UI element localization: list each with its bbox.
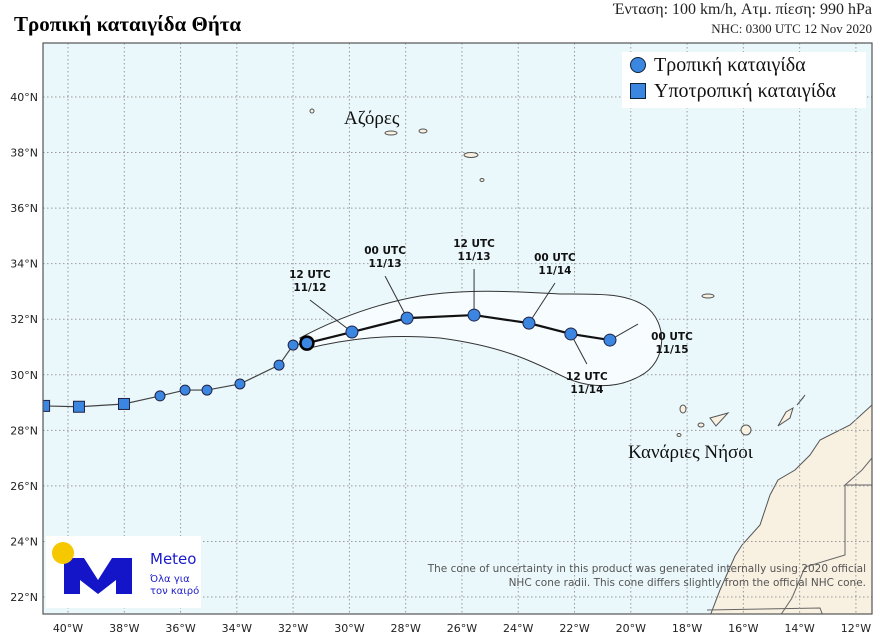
x-tick-label: 38°W — [109, 622, 139, 635]
place-label-canary-islands: Κανάριες Νήσοι — [628, 442, 754, 463]
forecast-date-label: 11/14 — [538, 265, 571, 277]
legend-label: Τροπική καταιγίδα — [654, 53, 806, 76]
legend-label: Υποτροπική καταιγίδα — [654, 79, 836, 102]
intensity-info: Ένταση: 100 km/h, Ατμ. πίεση: 990 hPa — [613, 1, 872, 18]
tropical-position-marker — [234, 378, 246, 390]
place-label-azores: Αζόρες — [344, 108, 400, 129]
forecast-date-label: 11/13 — [369, 258, 402, 270]
country-borders — [706, 457, 872, 614]
x-tick-label: 32°W — [278, 622, 308, 635]
legend: Τροπική καταιγίδα Υποτροπική καταιγίδα — [622, 52, 866, 108]
tropical-position-marker — [179, 384, 191, 396]
forecast-leader-line — [309, 299, 353, 333]
x-tick-label: 18°W — [672, 622, 702, 635]
x-tick-label: 14°W — [784, 622, 814, 635]
y-tick-label: 22°N — [10, 591, 38, 604]
y-tick-label: 34°N — [10, 258, 38, 271]
forecast-date-label: 11/13 — [458, 251, 491, 263]
logo-tagline: Όλα για τον καιρό — [150, 574, 199, 598]
past-track-line — [44, 342, 307, 408]
square-marker-icon — [630, 83, 646, 99]
forecast-position-marker — [467, 308, 481, 322]
x-tick-label: 34°W — [222, 622, 252, 635]
tropical-position-marker — [287, 339, 299, 351]
forecast-time-label: 00 UTC — [364, 245, 406, 257]
x-tick-label: 28°W — [390, 622, 420, 635]
axis-ticks: 40°W 38°W 36°W 34°W 32°W 30°W 28°W 26°W 24°W 22°W… — [10, 91, 871, 635]
legend-item-tropical: Τροπική καταιγίδα — [622, 52, 866, 78]
islands — [309, 108, 806, 437]
y-tick-label: 40°N — [10, 91, 38, 104]
forecast-leader-line — [528, 282, 556, 324]
y-tick-label: 30°N — [10, 369, 38, 382]
x-tick-label: 40°W — [53, 622, 83, 635]
x-tick-label: 30°W — [334, 622, 364, 635]
tropical-position-marker — [201, 384, 213, 396]
circle-marker-icon — [630, 57, 646, 73]
current-position-marker — [299, 335, 315, 351]
tropical-position-marker — [273, 359, 285, 371]
forecast-leader-line — [384, 275, 408, 319]
y-tick-label: 26°N — [10, 480, 38, 493]
forecast-date-label: 11/15 — [655, 344, 688, 356]
x-tick-label: 26°W — [447, 622, 477, 635]
y-tick-label: 24°N — [10, 535, 38, 548]
y-tick-label: 36°N — [10, 202, 38, 215]
track — [43, 269, 639, 413]
meteo-logo: Meteo Όλα για τον καιρό — [46, 536, 201, 608]
forecast-time-label: 12 UTC — [289, 269, 331, 281]
x-tick-label: 24°W — [503, 622, 533, 635]
tropical-position-marker — [154, 390, 166, 402]
forecast-position-marker — [522, 316, 536, 330]
subtropical-position-marker — [117, 397, 130, 410]
page-title: Τροπική καταιγίδα Θήτα — [14, 12, 242, 36]
logo-mark-icon — [52, 542, 132, 594]
africa-land — [710, 404, 872, 614]
cone-disclaimer: The cone of uncertainty in this product … — [428, 562, 866, 590]
tagline-line: Όλα για — [150, 574, 190, 585]
subtropical-position-marker — [43, 399, 51, 412]
y-tick-label: 38°N — [10, 147, 38, 160]
disclaimer-line: NHC cone radii. This cone differs slight… — [508, 577, 866, 589]
x-tick-label: 22°W — [559, 622, 589, 635]
y-tick-label: 32°N — [10, 313, 38, 326]
x-tick-label: 12°W — [841, 622, 871, 635]
forecast-time-label: 12 UTC — [453, 238, 495, 250]
forecast-position-marker — [345, 325, 359, 339]
forecast-time-label: 12 UTC — [566, 371, 608, 383]
forecast-date-label: 11/12 — [293, 282, 326, 294]
advisory-source: NHC: 0300 UTC 12 Nov 2020 — [711, 21, 872, 36]
subtropical-position-marker — [72, 400, 85, 413]
forecast-position-marker — [400, 311, 414, 325]
x-tick-label: 16°W — [728, 622, 758, 635]
cone-of-uncertainty — [299, 290, 663, 387]
y-tick-label: 28°N — [10, 424, 38, 437]
forecast-date-label: 11/14 — [570, 384, 603, 396]
map-frame — [42, 42, 873, 615]
forecast-time-label: 00 UTC — [534, 252, 576, 264]
legend-item-subtropical: Υποτροπική καταιγίδα — [622, 78, 866, 104]
forecast-time-label: 00 UTC — [651, 331, 693, 343]
disclaimer-line: The cone of uncertainty in this product … — [427, 563, 866, 575]
logo-name: Meteo — [150, 550, 197, 568]
x-tick-label: 36°W — [165, 622, 195, 635]
forecast-position-marker — [603, 333, 617, 347]
forecast-position-marker — [564, 327, 578, 341]
tagline-line: τον καιρό — [150, 586, 200, 597]
x-tick-label: 20°W — [616, 622, 646, 635]
